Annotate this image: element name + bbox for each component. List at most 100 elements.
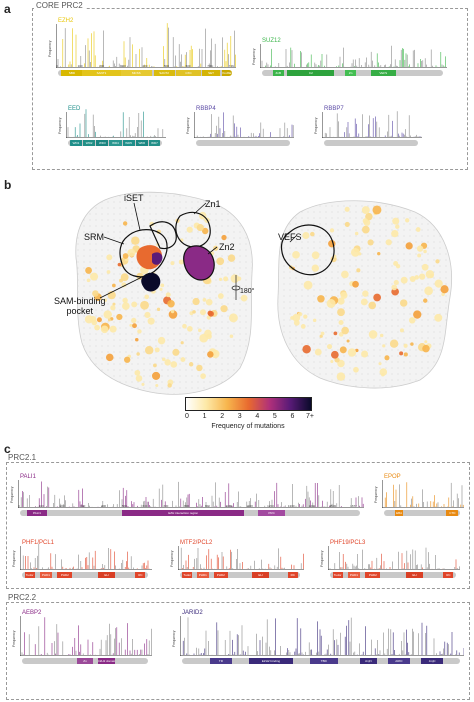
prc21-box [6,462,470,589]
rotate-icon [231,275,241,300]
domain-pali1-0: PALI1 [26,510,48,516]
domain-phf1-3: EH [97,572,116,578]
domain-phf19-1: PHD1 [347,572,361,578]
plot-title-rbbp7: RBBP7 [324,106,344,112]
domain-ezh2-2: MCSS [120,70,152,76]
tick-label: 1500 [329,504,337,508]
prc22-box [6,602,470,700]
tick-label: 300 [120,64,126,68]
tick-row-ezh2: 0 100 200 300 400 500 600 700 746 [56,64,236,69]
plot-title-mtf2: MTF2/PCL2 [180,540,213,546]
plot-ezh2: EZH2 Frequency SBD SANT1 MCSS SANT2 CXC SET Post… [48,14,236,84]
tick-label: 300 [80,504,86,508]
domain-suz12-2: Zn [345,70,357,76]
mutation-bars-rbbp4 [194,112,294,138]
tick-label: 900 [204,504,210,508]
frequency-axis-label: Frequency [58,117,62,135]
domain-suz12-3: VEFS [370,70,396,76]
domain-ezh2-1: SANT1 [82,70,121,76]
domain-eed-3: WD4 [109,140,122,146]
domain-bar-rbbp7 [324,140,418,146]
plot-title-pali1: PALI1 [20,474,36,480]
colorbar-tick: 6 [290,413,295,420]
tick-label: 700 [163,504,169,508]
domain-mtf2-0: Tudor [182,572,192,578]
plot-suz12: SUZ12 Frequency ZnB C2 Zn VEFS [252,34,447,84]
frequency-axis-label: Frequency [12,630,16,647]
domain-mtf2-2: PHD2 [213,572,228,578]
domain-pali1-2: PRC [258,510,286,516]
mutation-bars-epop [382,480,464,508]
domain-phf1-0: Tudor [24,572,35,578]
domain-bar-phf1: Tudor PHD1 PHD2 EH RC [22,572,148,578]
plot-title-aebp2: AEBP2 [22,610,42,616]
domain-phf1-2: PHD2 [57,572,73,578]
tick-label: 1200 [267,504,274,508]
tick-label: 600 [185,64,191,68]
domain-mtf2-1: PHD1 [196,572,209,578]
plot-title-rbbp4: RBBP4 [196,106,216,112]
label-iset: iSET [124,193,144,203]
domain-bar-jarid2: TR EZH2 binding TBD JmjN ARID JmjC [182,658,460,664]
plot-mtf2: MTF2/PCL2 Frequency Tudor PHD1 PHD2 EH RC [170,536,304,586]
plot-phf19: PHF19/PCL3 Frequency Tudor PHD1 PHD2 EH RC [320,536,460,586]
domain-phf19-2: PHD2 [365,572,381,578]
domain-jarid2-3: JmjN [359,658,377,664]
domain-pali1-1: EZH interaction region [122,510,245,516]
tick-row-pali1: 0 100 200 300 400 500 600 700 800 900 1000 1100 1200… [18,504,364,509]
tick-label: 200 [59,504,65,508]
tick-label: 400 [101,504,107,508]
tick-label: 700 [207,64,213,68]
prc22-label: PRC2.2 [6,593,39,602]
tick-label: 100 [77,64,83,68]
domain-jarid2-2: TBD [309,658,338,664]
mutation-bars-jarid2 [180,616,464,656]
frequency-axis-label: Frequency [170,550,174,567]
domain-suz12-0: ZnB [272,70,284,76]
domain-mtf2-3: EH [252,572,269,578]
domain-jarid2-4: ARID [387,658,410,664]
mutation-bars-rbbp7 [322,111,422,138]
domain-ezh2-3: SANT2 [153,70,175,76]
label-srm: SRM [84,232,104,242]
prc21-label: PRC2.1 [6,453,39,462]
domain-mtf2-4: RC [288,572,298,578]
plot-title-phf1: PHF1/PCL1 [22,540,55,546]
leader-lines [99,202,297,300]
domain-bar-mtf2: Tudor PHD1 PHD2 EH RC [180,572,300,578]
domain-aebp2-1: C2H2 domain [97,658,116,664]
domain-aebp2-0: Zn [77,658,93,664]
mutation-bars-ezh2 [56,23,236,68]
label-vefs: VEFS [278,232,302,242]
frequency-axis-label: Frequency [314,117,318,135]
plot-jarid2: JARID2 Frequency TR EZH2 binding TBD JmjN ARID… [172,606,464,672]
colorbar-tick: 0 [185,413,189,420]
domain-eed-2: WD3 [96,140,109,146]
domain-eed-0: WD1 [69,140,83,146]
domain-ezh2-5: SET [202,70,220,76]
domain-eed-5: WD6 [135,140,148,146]
colorbar-tick: 7+ [306,413,314,420]
plot-aebp2: AEBP2 Frequency Zn C2H2 domain [12,606,152,672]
frequency-axis-label: Frequency [252,48,256,65]
domain-ezh2-4: CXC [176,70,201,76]
mutation-bars-phf19 [328,546,460,570]
mutation-bars-suz12 [260,44,447,68]
tick-label: 746 [228,64,234,68]
panel-letter-a: a [4,2,11,16]
plot-phf1: PHF1/PCL1 Frequency Tudor PHD1 PHD2 EH RC [12,536,152,586]
domain-epop-1: CTD [446,510,459,516]
domain-jarid2-0: TR [209,658,233,664]
domain-phf19-0: Tudor [332,572,343,578]
domain-bar-suz12: ZnB C2 Zn VEFS [262,70,443,76]
plot-eed: EED Frequency WD1 WD2 WD3 WD4 WD5 WD6 WD7 [58,102,166,154]
domain-eed-4: WD5 [122,140,135,146]
tick-label: 500 [121,504,127,508]
domain-bar-ezh2: SBDSANT1MCSSSANT2CXCSETPostSET [58,70,232,76]
mutation-bars-pali1 [18,480,364,508]
domain-eed-6: WD7 [148,140,161,146]
domain-bar-rbbp4 [196,140,290,146]
domain-ezh2-0: SBD [61,70,83,76]
mutation-bars-mtf2 [178,546,304,570]
domain-ezh2-6: PostSET [221,70,232,76]
